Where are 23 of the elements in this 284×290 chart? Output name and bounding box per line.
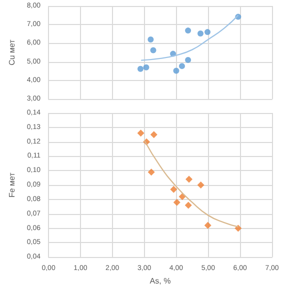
point	[150, 47, 156, 54]
point	[185, 28, 192, 34]
point	[173, 198, 180, 206]
point	[148, 36, 154, 42]
y-axis-title: Fe мет	[8, 172, 16, 198]
point	[197, 30, 204, 37]
point	[234, 224, 242, 232]
point	[197, 182, 204, 189]
point	[150, 131, 158, 138]
y-axis-title: Cu мет	[8, 39, 16, 66]
point	[137, 66, 144, 72]
point	[137, 130, 144, 137]
point	[204, 29, 211, 36]
point	[173, 68, 180, 74]
point	[185, 56, 192, 63]
point	[184, 202, 192, 209]
point	[143, 64, 150, 70]
point	[204, 222, 212, 229]
point	[148, 168, 155, 176]
x-axis-title: As, %	[150, 276, 171, 286]
point	[178, 63, 185, 70]
point	[170, 186, 178, 193]
point	[185, 176, 192, 183]
